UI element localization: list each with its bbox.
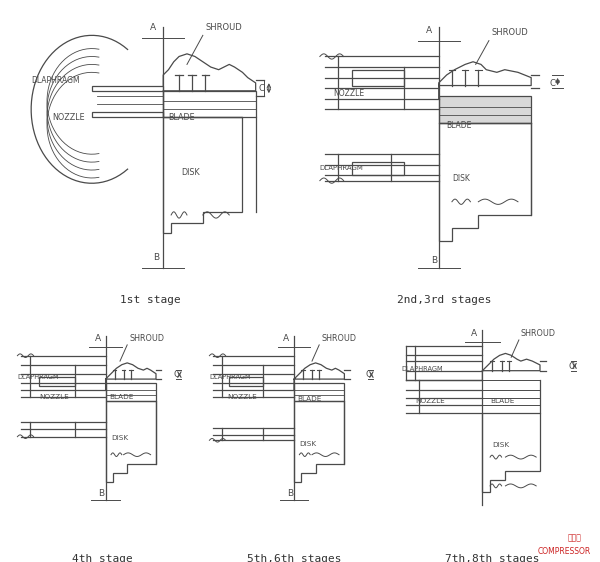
Text: DLAPHRAGM: DLAPHRAGM [17, 374, 59, 380]
Text: COMPRESSOR: COMPRESSOR [538, 547, 591, 556]
Text: C: C [174, 370, 180, 379]
Text: NOZZLE: NOZZLE [227, 394, 257, 400]
Text: 5th,6th stages: 5th,6th stages [247, 554, 341, 562]
Text: 压缩机: 压缩机 [568, 533, 582, 542]
Text: A: A [150, 23, 156, 32]
Text: B: B [152, 253, 159, 262]
Text: A: A [283, 334, 289, 343]
Bar [294, 383, 344, 401]
Text: 1st stage: 1st stage [119, 295, 181, 305]
Text: DISK: DISK [452, 174, 470, 183]
Text: A: A [95, 334, 101, 343]
Bar [39, 377, 75, 386]
Bar [163, 91, 256, 117]
Text: B: B [287, 489, 293, 498]
Bar [352, 70, 404, 85]
Text: SHROUD: SHROUD [491, 28, 528, 37]
Text: B: B [431, 256, 437, 265]
Text: C: C [550, 79, 556, 88]
Bar [229, 377, 263, 386]
Text: SHROUD: SHROUD [521, 329, 556, 338]
Text: 2nd,3rd stages: 2nd,3rd stages [397, 295, 491, 305]
Text: DLAPHRAGM: DLAPHRAGM [402, 366, 443, 371]
Text: A: A [471, 329, 477, 338]
Text: DISK: DISK [182, 169, 200, 178]
Text: DISK: DISK [299, 441, 317, 447]
Text: NOZZLE: NOZZLE [52, 113, 85, 122]
Text: C: C [569, 362, 575, 371]
Text: NOZZLE: NOZZLE [415, 398, 445, 404]
Text: 4th stage: 4th stage [71, 554, 133, 562]
Text: DLAPHRAGM: DLAPHRAGM [209, 374, 251, 380]
Text: NOZZLE: NOZZLE [333, 89, 364, 98]
Bar [439, 96, 531, 123]
Bar [352, 162, 404, 175]
Text: DISK: DISK [111, 436, 128, 441]
Text: BLADE: BLADE [169, 113, 195, 122]
Text: A: A [425, 26, 431, 35]
Text: SHROUD: SHROUD [205, 23, 242, 32]
Text: SHROUD: SHROUD [321, 334, 356, 343]
Text: DLAPHRAGM: DLAPHRAGM [31, 76, 80, 85]
Text: DISK: DISK [492, 442, 509, 448]
Text: BLADE: BLADE [446, 121, 472, 130]
Text: NOZZLE: NOZZLE [39, 394, 69, 400]
Text: BLADE: BLADE [109, 394, 134, 400]
Bar [106, 383, 156, 401]
Text: DLAPHRAGM: DLAPHRAGM [320, 165, 364, 171]
Text: 7th,8th stages: 7th,8th stages [445, 554, 539, 562]
Text: SHROUD: SHROUD [129, 334, 164, 343]
Text: BLADE: BLADE [490, 398, 514, 404]
Text: C: C [258, 84, 264, 93]
Text: C: C [366, 370, 372, 379]
Text: BLADE: BLADE [298, 396, 322, 402]
Text: B: B [98, 489, 104, 498]
